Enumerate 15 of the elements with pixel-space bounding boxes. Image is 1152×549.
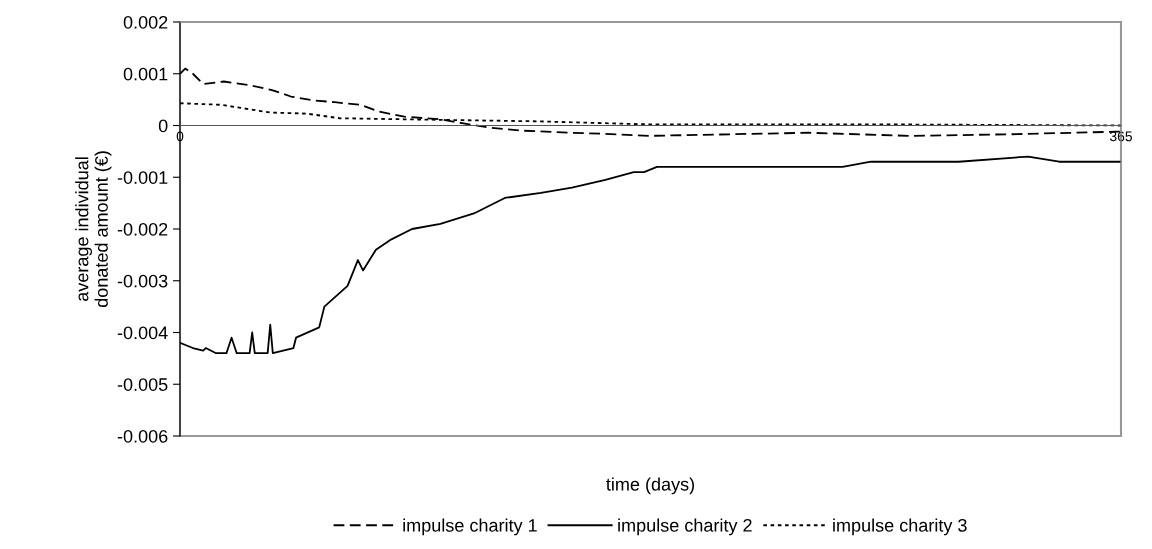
y-tick-label: 0.001 <box>123 67 168 81</box>
x-tick-label: 365 <box>1109 131 1133 142</box>
y-tick-label: -0.002 <box>117 222 168 236</box>
legend-label: impulse charity 2 <box>618 518 752 536</box>
y-tick-label: 0 <box>158 119 168 133</box>
y-tick-label: -0.005 <box>117 378 168 391</box>
legend-label: impulse charity 1 <box>403 518 537 536</box>
y-axis-title: average individual donated amount (€) <box>75 151 112 308</box>
y-tick-label: -0.001 <box>117 171 168 184</box>
x-axis-title: time (days) <box>606 477 695 495</box>
y-tick-label: -0.006 <box>117 429 168 443</box>
y-tick-label: -0.004 <box>117 326 168 340</box>
legend-label: impulse charity 3 <box>833 518 967 536</box>
y-tick-label: 0.002 <box>123 15 168 29</box>
y-tick-label: -0.003 <box>117 274 168 288</box>
